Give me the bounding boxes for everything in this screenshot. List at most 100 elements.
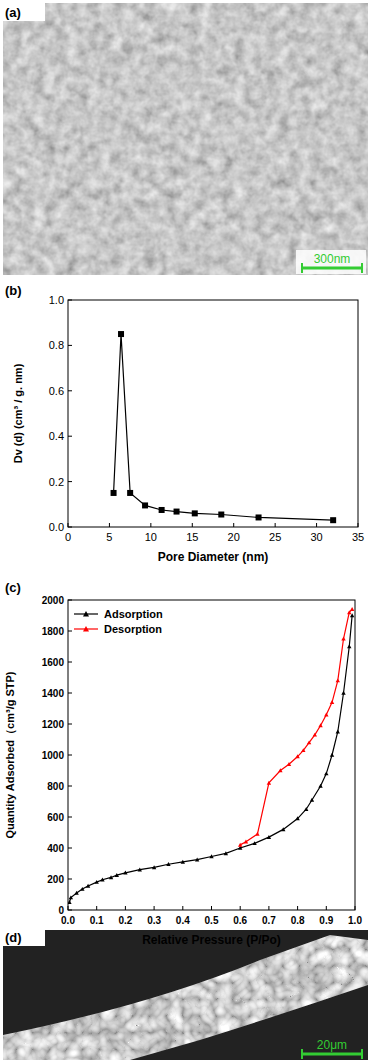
data-point: [330, 700, 334, 704]
data-point: [307, 740, 311, 744]
data-point: [192, 510, 198, 516]
scale-bar: [302, 267, 362, 270]
x-tick-label: 0.3: [147, 915, 161, 926]
x-tick: [68, 906, 69, 910]
data-point: [195, 857, 199, 861]
plot-area: [68, 607, 354, 904]
x-tick: [355, 906, 356, 910]
y-tick-label: 0: [58, 905, 64, 916]
x-tick-label: 0.5: [205, 915, 219, 926]
data-point: [347, 610, 351, 614]
data-point: [336, 678, 340, 682]
data-point: [80, 887, 84, 891]
data-point: [267, 781, 271, 785]
y-axis-label: Dv (d) (cm³ / g. nm): [12, 363, 24, 463]
x-tick: [268, 906, 269, 910]
y-tick-label: 800: [47, 781, 64, 792]
y-tick-label: 0.4: [49, 430, 64, 442]
data-point: [218, 512, 224, 518]
x-tick: [233, 523, 234, 527]
scale-bar-end: [361, 1049, 363, 1059]
x-tick: [192, 523, 193, 527]
y-tick-label: 600: [47, 812, 64, 823]
data-point: [152, 865, 156, 869]
data-point: [95, 880, 99, 884]
data-point: [318, 723, 322, 727]
panel-label: (a): [5, 5, 21, 20]
data-point: [310, 798, 314, 802]
panel-a: (a) 300nm: [3, 3, 368, 275]
y-tick-label: 0.6: [49, 385, 64, 397]
series-line: [240, 609, 352, 845]
x-tick: [275, 523, 276, 527]
y-tick-label: 1600: [42, 657, 65, 668]
y-tick: [68, 724, 72, 725]
x-tick-label: 0.9: [319, 915, 333, 926]
x-tick-label: 0.7: [262, 915, 276, 926]
data-point: [118, 331, 124, 337]
y-tick-label: 0.0: [49, 521, 64, 533]
y-tick: [68, 436, 72, 437]
label-bg: [3, 3, 45, 21]
scale-bar-end: [301, 263, 303, 273]
y-tick: [68, 300, 72, 301]
plot-area: [111, 331, 337, 523]
data-point: [347, 644, 351, 648]
data-point: [330, 753, 334, 757]
x-tick: [96, 906, 97, 910]
y-tick: [68, 481, 72, 482]
data-point: [267, 835, 271, 839]
y-tick: [68, 693, 72, 694]
data-point: [181, 860, 185, 864]
data-point: [127, 490, 133, 496]
x-axis-label: Pore Diameter (nm): [158, 550, 269, 564]
plot-frame: [68, 300, 358, 527]
legend-marker: [83, 611, 89, 616]
figure: (a)300nm(d)20μm(b)051015202530350.00.20.…: [0, 0, 371, 1063]
data-point: [86, 884, 90, 888]
data-point: [100, 878, 104, 882]
chart-0: (b)051015202530350.00.20.40.60.81.0Pore …: [5, 283, 364, 564]
scale-bar-label: 300nm: [314, 252, 351, 266]
x-tick: [109, 523, 110, 527]
legend-label: Adsorption: [104, 608, 163, 620]
x-tick-label: 0: [65, 531, 71, 543]
data-point: [244, 840, 248, 844]
data-point: [287, 762, 291, 766]
data-point: [341, 691, 345, 695]
x-tick-label: 1.0: [348, 915, 362, 926]
data-point: [256, 514, 262, 520]
legend-label: Desorption: [104, 623, 162, 635]
panel-d: (d)20μm: [3, 928, 368, 1060]
y-tick: [68, 817, 72, 818]
x-tick-label: 0.1: [90, 915, 104, 926]
data-point: [109, 875, 113, 879]
y-axis-label: Quantity Adsorbed（cm³/g STP): [4, 671, 17, 838]
x-tick-label: 0.4: [176, 915, 190, 926]
data-point: [238, 843, 242, 847]
data-point: [278, 768, 282, 772]
sem-crystals: [3, 930, 368, 1060]
y-tick-label: 1800: [42, 626, 65, 637]
y-tick: [68, 848, 72, 849]
data-point: [111, 490, 117, 496]
x-tick: [316, 523, 317, 527]
scale-bar-end: [301, 1049, 303, 1059]
y-tick: [68, 879, 72, 880]
y-tick: [68, 390, 72, 391]
data-point: [341, 637, 345, 641]
y-tick: [68, 786, 72, 787]
scale-bar-label: 20μm: [317, 1038, 347, 1052]
data-point: [209, 854, 213, 858]
x-tick: [150, 523, 151, 527]
data-point: [159, 507, 165, 513]
data-point: [74, 891, 78, 895]
y-tick-label: 1400: [42, 688, 65, 699]
series-line: [69, 616, 352, 903]
data-point: [324, 771, 328, 775]
y-tick-label: 0.2: [49, 476, 64, 488]
panel-label: (c): [5, 580, 21, 595]
x-tick: [68, 523, 69, 527]
data-point: [350, 607, 354, 611]
data-point: [255, 832, 259, 836]
